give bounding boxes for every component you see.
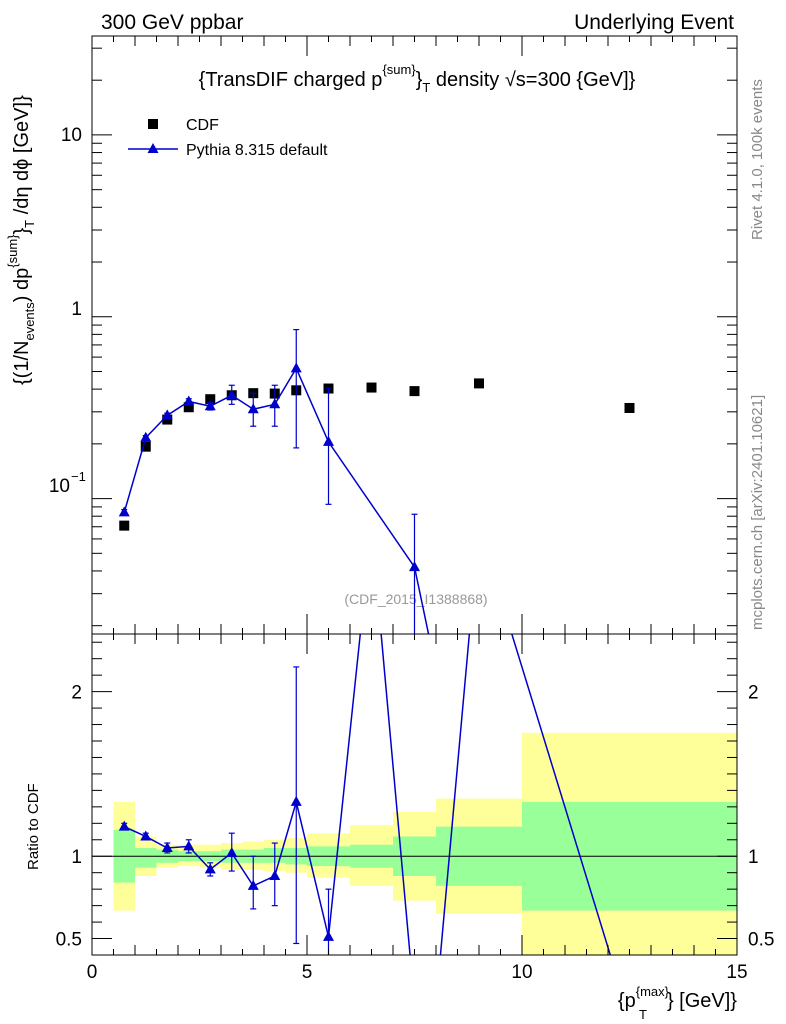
ylabel-a-sub: events <box>22 302 37 341</box>
ylabel-c-sub: T <box>22 220 37 228</box>
xlabel-b: } [GeV]} <box>667 990 737 1012</box>
pythia-point <box>269 398 281 409</box>
title-post: s=300 {GeV]} <box>516 69 636 91</box>
main-ytick-label-1: 1 <box>71 299 82 320</box>
main-ytick-label-0p1: 10 <box>49 476 70 497</box>
cdf-point <box>624 402 635 413</box>
pythia-point <box>183 395 195 406</box>
title-sqrt: √ <box>505 69 516 91</box>
ratio-y-axis-label: Ratio to CDF <box>25 783 42 870</box>
ylabel-c: } <box>11 228 33 235</box>
title-sup: {sum} <box>382 62 416 77</box>
ratio-pythia-point <box>161 842 173 852</box>
main-ticks <box>91 36 738 634</box>
cdf-point <box>183 402 194 413</box>
title-post-pre: density <box>430 69 504 91</box>
pythia-point <box>247 403 259 414</box>
pythia-point <box>140 431 152 442</box>
x-tick-label: 0 <box>87 962 98 983</box>
main-ytick-label-0p1-base: 10 <box>49 476 70 497</box>
legend: CDF Pythia 8.315 default <box>128 117 328 159</box>
x-tick-label: 5 <box>302 962 313 983</box>
pythia-line <box>123 366 430 634</box>
ratio-pythia-point <box>269 869 281 880</box>
main-ytick-label-0p1-exp: −1 <box>71 469 86 484</box>
legend-cdf-label: CDF <box>186 117 219 134</box>
xlabel-sup: {max} <box>636 984 670 999</box>
ratio-series <box>118 634 612 955</box>
x-tick-label: 15 <box>726 962 747 983</box>
pythia-point <box>323 435 334 446</box>
title-pre: {TransDIF charged p <box>199 69 383 91</box>
pythia-point <box>226 389 238 400</box>
ratio-pythia-point <box>204 863 216 874</box>
title-sub: T <box>422 80 430 95</box>
side-label-mcplots: mcplots.cern.ch [arXiv:2401.10621] <box>749 395 766 630</box>
ylabel-b: ) dp <box>11 268 33 302</box>
header-right: Underlying Event <box>574 11 734 34</box>
ratio-ticks: 0.5 0.5 1 1 2 2 0 5 10 15 <box>56 634 774 983</box>
main-panel: (CDF_2015_I1388868) {TransDIF charged p{… <box>5 35 738 635</box>
y-axis-label: {(1/Nevents) dp{sum}}T /dη dϕ [GeV]} <box>5 95 37 385</box>
legend-cdf-marker <box>148 119 158 129</box>
chart-title: {TransDIF charged p{sum}}T density √s=30… <box>199 62 636 95</box>
x-axis-label: {p{max} T } [GeV]} <box>618 984 737 1022</box>
ratio-band-inner <box>135 848 157 868</box>
pythia-point <box>204 400 216 411</box>
ylabel-d: /dη dϕ [GeV]} <box>11 95 33 220</box>
cdf-point <box>119 520 130 531</box>
legend-pythia-label: Pythia 8.315 default <box>186 142 328 159</box>
ratio-panel: 0.5 0.5 1 1 2 2 0 5 10 15 Ratio to CDF {p{max} T } … <box>25 633 774 1022</box>
ratio-ytick-label-right: 1 <box>748 847 759 868</box>
ratio-ytick-label: 2 <box>71 683 82 704</box>
legend-pythia-marker <box>147 143 159 153</box>
ratio-pythia-point <box>290 795 302 806</box>
chart-watermark: (CDF_2015_I1388868) <box>344 591 487 607</box>
ratio-ytick-label: 1 <box>71 847 82 868</box>
pythia-point <box>161 409 173 420</box>
cdf-point <box>140 441 151 452</box>
x-tick-label: 10 <box>511 962 532 983</box>
pythia-point <box>118 506 130 517</box>
ratio-ytick-label-right: 2 <box>748 683 759 704</box>
ratio-bands <box>113 732 737 955</box>
main-series <box>118 328 635 634</box>
cdf-point <box>162 414 173 425</box>
ratio-ytick-label-right: 0.5 <box>748 930 774 951</box>
side-label-rivet: Rivet 4.1.0, 100k events <box>749 79 766 240</box>
ratio-pythia-point <box>247 879 259 890</box>
cdf-point <box>366 382 377 393</box>
ratio-pythia-point <box>183 840 195 851</box>
cdf-point <box>474 378 484 389</box>
title-close: } <box>416 69 423 91</box>
xlabel-a: {p <box>618 990 636 1012</box>
ratio-pythia-point <box>140 830 152 841</box>
header-left: 300 GeV ppbar <box>101 11 243 34</box>
cdf-point <box>409 386 420 397</box>
ratio-pythia-point <box>226 846 238 857</box>
ratio-ytick-label: 0.5 <box>56 930 82 951</box>
ratio-pythia-point <box>323 930 334 941</box>
pythia-series <box>118 328 430 634</box>
ylabel-a: {(1/N <box>11 341 33 385</box>
xlabel-sub: T <box>639 1007 647 1022</box>
ratio-pythia-point <box>118 820 130 831</box>
pythia-point <box>409 561 420 572</box>
cdf-point <box>205 394 216 405</box>
pythia-point <box>290 362 302 373</box>
ylabel-b-sup: {sum} <box>5 234 20 268</box>
main-ytick-label-10: 10 <box>61 125 82 146</box>
